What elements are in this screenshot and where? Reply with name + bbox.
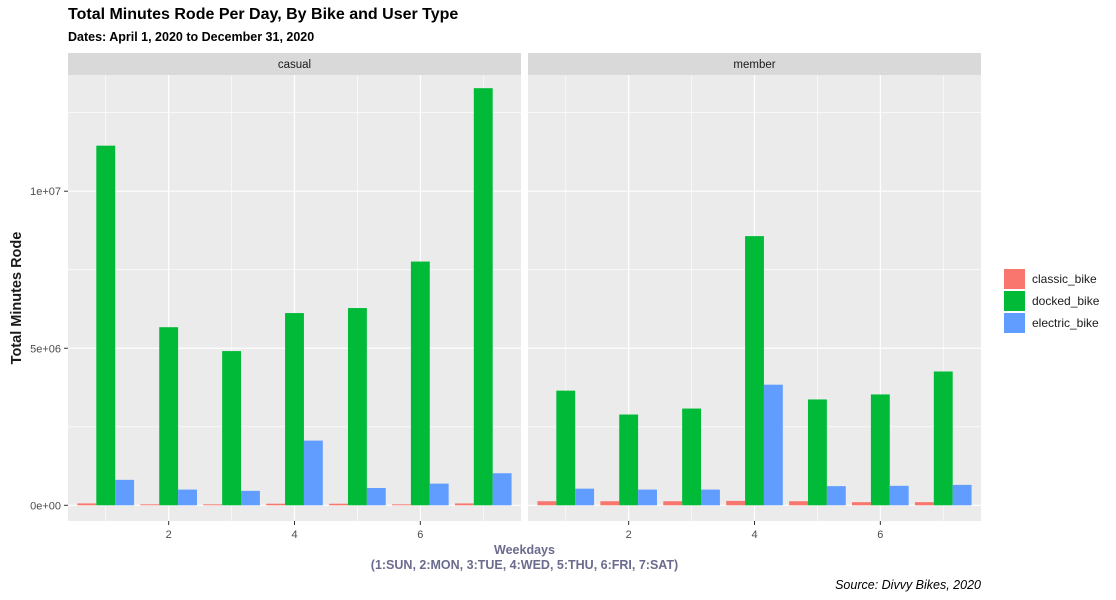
bar-casual-classic-bike-5 <box>329 503 348 506</box>
bar-casual-docked-bike-3 <box>222 351 242 506</box>
bar-casual-docked-bike-6 <box>410 261 430 506</box>
bar-member-electric-bike-7 <box>952 484 972 506</box>
bar-member-classic-bike-5 <box>789 501 808 506</box>
bar-casual-classic-bike-2 <box>140 504 160 506</box>
y-tick-label: 1e+07 <box>30 186 61 198</box>
x-tick-label: 4 <box>751 529 757 541</box>
y-tick-label: 5e+06 <box>30 343 61 355</box>
facet-strip-label: member <box>733 59 775 71</box>
bar-casual-electric-bike-3 <box>241 490 260 506</box>
x-axis-title-line1: Weekdays <box>494 543 555 557</box>
legend-swatch-electric-bike <box>1004 313 1025 333</box>
bar-member-classic-bike-2 <box>600 501 620 506</box>
legend-swatch-classic-bike <box>1004 269 1025 289</box>
legend-label-electric-bike: electric_bike <box>1032 316 1099 330</box>
legend-label-classic-bike: classic_bike <box>1032 272 1097 286</box>
facet-strip <box>68 53 521 75</box>
bar-member-electric-bike-2 <box>638 489 657 506</box>
facet-strip-label: casual <box>278 59 311 71</box>
bar-member-electric-bike-5 <box>826 486 846 506</box>
facet-strip <box>528 53 981 75</box>
bar-member-docked-bike-2 <box>619 414 639 506</box>
bar-casual-docked-bike-5 <box>347 308 367 506</box>
bar-casual-docked-bike-7 <box>473 88 493 506</box>
x-tick-label: 2 <box>626 529 632 541</box>
bar-member-classic-bike-6 <box>852 502 871 506</box>
x-axis-title-line2: (1:SUN, 2:MON, 3:TUE, 4:WED, 5:THU, 6:FR… <box>370 558 679 572</box>
bar-casual-electric-bike-1 <box>115 479 135 506</box>
bar-casual-electric-bike-5 <box>366 488 386 506</box>
legend-item-classic-bike: classic_bike <box>1004 268 1099 290</box>
bar-casual-electric-bike-4 <box>303 440 323 506</box>
bar-casual-classic-bike-1 <box>77 503 97 506</box>
bar-casual-classic-bike-4 <box>266 503 286 506</box>
y-tick-label: 0e+00 <box>30 500 61 512</box>
bar-casual-electric-bike-7 <box>492 473 512 506</box>
bar-member-electric-bike-3 <box>701 489 720 506</box>
bar-member-electric-bike-6 <box>889 485 909 506</box>
chart-subtitle: Dates: April 1, 2020 to December 31, 202… <box>68 30 315 44</box>
legend-label-docked-bike: docked_bike <box>1032 294 1100 308</box>
bar-casual-classic-bike-3 <box>203 504 223 506</box>
x-tick-label: 4 <box>291 529 297 541</box>
bar-member-docked-bike-4 <box>745 236 764 506</box>
bar-casual-electric-bike-2 <box>178 489 197 506</box>
legend-item-electric-bike: electric_bike <box>1004 312 1099 334</box>
bar-member-electric-bike-1 <box>575 488 595 506</box>
legend-swatch-docked-bike <box>1004 291 1025 311</box>
x-tick-label: 6 <box>417 529 423 541</box>
bar-member-docked-bike-6 <box>870 394 890 506</box>
bar-member-docked-bike-7 <box>933 371 953 506</box>
bar-member-classic-bike-4 <box>726 500 746 506</box>
bar-member-classic-bike-3 <box>663 501 683 506</box>
bar-member-docked-bike-5 <box>807 399 827 506</box>
bar-member-electric-bike-4 <box>763 384 783 506</box>
bar-member-classic-bike-1 <box>537 501 557 506</box>
source-caption: Source: Divvy Bikes, 2020 <box>835 578 981 592</box>
x-tick-label: 2 <box>166 529 172 541</box>
bar-casual-docked-bike-4 <box>285 313 304 506</box>
bar-casual-classic-bike-7 <box>454 503 474 506</box>
legend-item-docked-bike: docked_bike <box>1004 290 1099 312</box>
x-axis-title: Weekdays (1:SUN, 2:MON, 3:TUE, 4:WED, 5:… <box>68 543 981 573</box>
y-axis-title: Total Minutes Rode <box>9 232 25 365</box>
bar-casual-docked-bike-2 <box>159 327 179 506</box>
x-tick-label: 6 <box>877 529 883 541</box>
bar-casual-docked-bike-1 <box>96 145 116 506</box>
legend: classic_bike docked_bike electric_bike <box>1004 268 1099 334</box>
bar-casual-classic-bike-6 <box>392 504 411 506</box>
bar-member-docked-bike-3 <box>682 408 702 506</box>
bar-member-classic-bike-7 <box>914 502 934 506</box>
bar-casual-electric-bike-6 <box>429 483 449 506</box>
chart-title: Total Minutes Rode Per Day, By Bike and … <box>68 6 459 23</box>
bar-member-docked-bike-1 <box>556 390 576 506</box>
